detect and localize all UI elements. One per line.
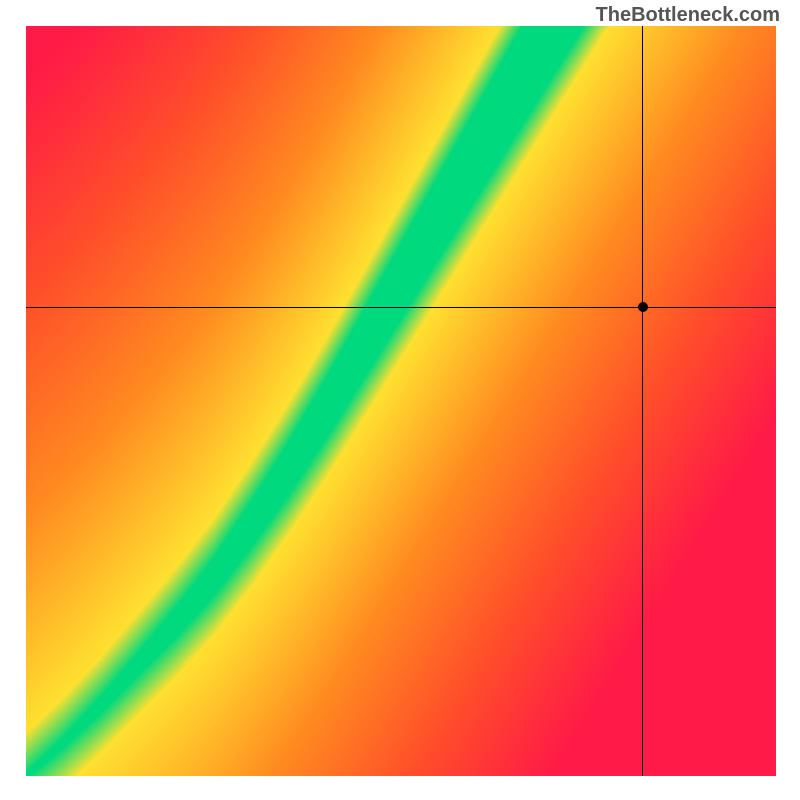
heatmap-plot [26,26,776,776]
watermark-text: TheBottleneck.com [596,4,780,27]
crosshair-horizontal [26,307,776,309]
heatmap-canvas [26,26,776,776]
intersection-marker [638,302,648,312]
crosshair-vertical [642,26,644,776]
